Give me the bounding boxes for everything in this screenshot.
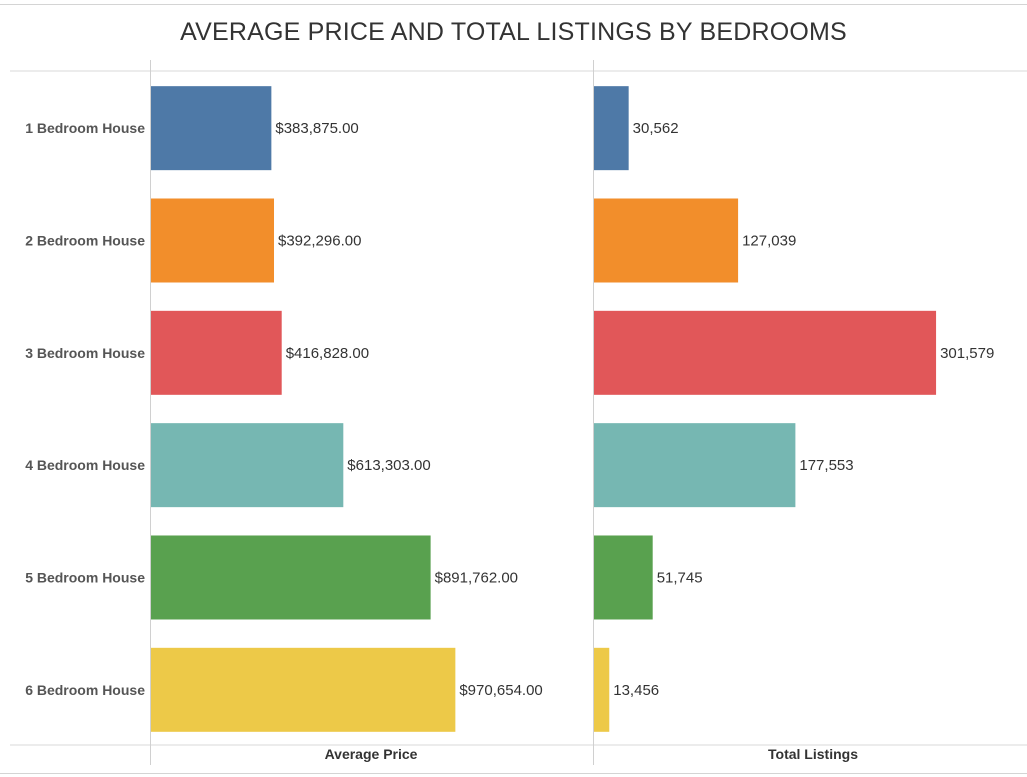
bottom-border [0, 773, 1027, 774]
average-price-panel: $383,875.00 $392,296.00 $416,828.00 $613,30… [151, 86, 543, 732]
data-label: $613,303.00 [347, 457, 430, 474]
bar [594, 423, 796, 508]
bar [151, 535, 431, 620]
category-label: 6 Bedroom House [25, 682, 145, 698]
bar [594, 310, 937, 395]
bar [594, 86, 629, 171]
bar [594, 535, 653, 620]
category-label: 5 Bedroom House [25, 569, 145, 585]
bar [594, 647, 610, 732]
data-label: $383,875.00 [275, 120, 358, 137]
data-label: 177,553 [799, 457, 853, 474]
axis-title-0: Average Price [325, 746, 418, 762]
data-label: 30,562 [633, 120, 679, 137]
total-listings-panel: 30,562 127,039 301,579 177,553 51,745 13,456 [594, 86, 994, 732]
bar [151, 423, 344, 508]
bar [151, 198, 275, 283]
data-label: $970,654.00 [459, 682, 542, 699]
bar [151, 310, 282, 395]
axis-title-1: Total Listings [768, 746, 858, 762]
data-label: 301,579 [940, 345, 994, 362]
category-label: 4 Bedroom House [25, 457, 145, 473]
axis-titles: Average Price Total Listings [325, 746, 859, 762]
bar [151, 647, 456, 732]
category-label: 2 Bedroom House [25, 232, 145, 248]
bar [151, 86, 272, 171]
data-label: 51,745 [657, 569, 703, 586]
top-border [0, 4, 1027, 5]
data-label: $416,828.00 [286, 345, 369, 362]
category-labels: 1 Bedroom House 2 Bedroom House 3 Bedroom … [25, 120, 145, 698]
data-label: $392,296.00 [278, 232, 361, 249]
chart-frame-lines [10, 60, 1027, 765]
data-label: $891,762.00 [435, 569, 518, 586]
data-label: 13,456 [613, 682, 659, 699]
chart-title: AVERAGE PRICE AND TOTAL LISTINGS BY BEDR… [180, 18, 847, 46]
category-label: 1 Bedroom House [25, 120, 145, 136]
data-label: 127,039 [742, 232, 796, 249]
bar [594, 198, 739, 283]
category-label: 3 Bedroom House [25, 345, 145, 361]
